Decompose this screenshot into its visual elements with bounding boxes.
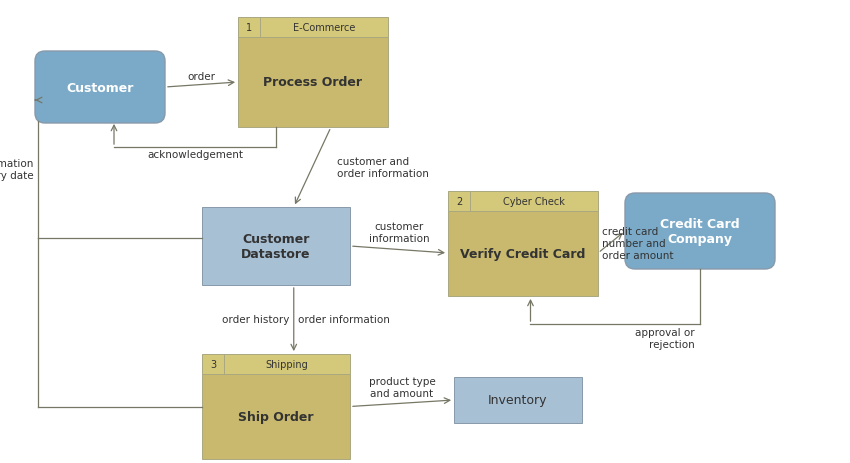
Text: Cyber Check: Cyber Check [503,197,565,206]
Text: product type
and amount: product type and amount [369,376,435,398]
FancyBboxPatch shape [448,212,598,296]
Text: Customer
Datastore: Customer Datastore [241,232,311,260]
Text: customer and
order information: customer and order information [337,157,429,178]
FancyBboxPatch shape [625,194,775,269]
Text: order information: order information [298,315,389,325]
Text: E-Commerce: E-Commerce [292,23,355,33]
FancyBboxPatch shape [35,52,165,124]
FancyBboxPatch shape [202,354,350,374]
Text: Inventory: Inventory [488,394,547,407]
FancyBboxPatch shape [454,377,582,423]
FancyBboxPatch shape [202,207,350,285]
FancyBboxPatch shape [202,374,350,459]
Text: Shipping: Shipping [265,359,309,369]
Text: credit card
number and
order amount: credit card number and order amount [602,227,673,260]
Text: Process Order: Process Order [264,76,362,89]
Text: acknowledgement: acknowledgement [147,150,243,160]
Text: 3: 3 [210,359,216,369]
Text: Verify Credit Card: Verify Credit Card [461,247,586,260]
Text: approval or
rejection: approval or rejection [635,327,695,349]
FancyBboxPatch shape [238,18,388,38]
Text: order history: order history [223,315,290,325]
Text: Customer: Customer [66,81,133,94]
Text: Credit Card
Company: Credit Card Company [660,218,740,245]
FancyBboxPatch shape [448,192,598,212]
Text: 2: 2 [456,197,462,206]
Text: order: order [188,72,216,82]
Text: 1: 1 [246,23,252,33]
Text: customer
information: customer information [369,222,429,244]
FancyBboxPatch shape [238,38,388,128]
Text: Ship Order: Ship Order [238,410,314,423]
Text: confirmation
and delivery date: confirmation and delivery date [0,159,34,181]
